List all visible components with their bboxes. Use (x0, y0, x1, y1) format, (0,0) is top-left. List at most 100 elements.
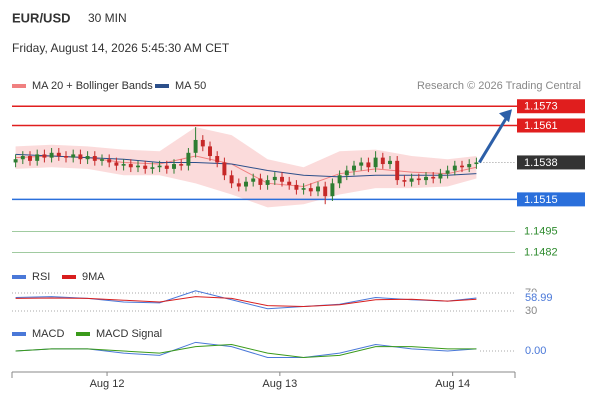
candle-body (136, 165, 140, 168)
legend-swatch (12, 275, 26, 279)
candle-body (431, 176, 436, 179)
candle-body (85, 156, 90, 160)
rsi-last-label: 58.99 (525, 292, 553, 304)
resistance-label: 1.1573 (524, 101, 558, 113)
candle-body (467, 164, 472, 168)
candle-body (359, 162, 364, 166)
x-tick-label: Aug 13 (262, 378, 297, 390)
candle-body (186, 152, 191, 166)
legend-swatch (12, 332, 26, 336)
candle-body (409, 178, 414, 182)
candle-body (222, 162, 227, 176)
candle-body (164, 165, 169, 169)
candle-body (114, 162, 119, 166)
candle-body (337, 175, 342, 184)
candle-body (193, 139, 198, 153)
legend-swatch (12, 84, 26, 88)
candle-body (344, 170, 349, 176)
candle-body (445, 170, 450, 174)
candle-body (215, 156, 220, 163)
candle-body (56, 152, 61, 157)
candle-body (121, 164, 126, 166)
legend-label: MA 50 (175, 80, 206, 92)
candle-body (287, 181, 292, 185)
candle-body (229, 175, 234, 184)
support-label: 1.1515 (524, 194, 558, 206)
candle-body (28, 156, 32, 161)
candle-body (402, 180, 407, 182)
candle-body (308, 188, 313, 192)
candle-body (92, 156, 97, 161)
candle-body (71, 154, 76, 158)
candle-body (424, 176, 428, 181)
candle-body (352, 165, 356, 171)
candle-body (294, 184, 299, 190)
legend-label: RSI (32, 271, 50, 283)
candle-body (416, 178, 421, 181)
candle-body (35, 154, 40, 161)
support-label-box (517, 192, 585, 207)
candle-body (157, 165, 162, 168)
indicator-line (15, 296, 477, 308)
resistance-label-box (517, 118, 585, 133)
legend-label: MA 20 + Bollinger Bands (32, 80, 153, 92)
legend-label: MACD Signal (96, 328, 162, 340)
legend-swatch (62, 275, 76, 279)
forecast-arrow (478, 114, 510, 164)
candle-body (172, 164, 176, 169)
forecast-arrow-head (499, 109, 512, 123)
candle-body (452, 165, 457, 171)
indicator-line (15, 343, 477, 359)
candle-body (20, 156, 25, 160)
legend-swatch (155, 84, 169, 88)
candle-body (258, 178, 263, 185)
rsi-label-box (520, 291, 556, 304)
bollinger-band (15, 127, 477, 208)
legend-label: MACD (32, 328, 64, 340)
legend-label: 9MA (82, 271, 105, 283)
candle-body (128, 164, 133, 168)
x-tick-label: Aug 14 (435, 378, 470, 390)
candle-body (380, 157, 385, 165)
x-tick-label: Aug 12 (90, 378, 125, 390)
candle-body (200, 139, 205, 147)
candle-body (49, 152, 54, 158)
timeframe: 30 MIN (88, 11, 127, 25)
candle-body (323, 186, 328, 197)
candle-body (208, 146, 212, 157)
candle-body (100, 159, 104, 161)
candle-body (316, 186, 320, 192)
y-tick-label: 0.00 (525, 345, 546, 357)
candle-body (373, 157, 378, 168)
y-tick-label: 30 (525, 305, 537, 317)
date: Friday, August 14, 2026 5:45:30 AM CET (12, 41, 230, 55)
candle-body (143, 165, 148, 169)
candle-body (366, 162, 371, 168)
legend-swatch (76, 332, 90, 336)
candle-body (150, 167, 155, 169)
candle-body (330, 183, 335, 197)
candle-body (301, 188, 306, 190)
candle-body (236, 183, 241, 187)
candle-body (388, 160, 392, 165)
target-label: 1.1482 (524, 246, 558, 258)
candle-body (179, 164, 184, 166)
candle-body (64, 156, 68, 158)
candle-body (272, 176, 277, 181)
current-label-box (517, 155, 585, 170)
candle-body (474, 162, 479, 165)
candle-body (438, 173, 443, 179)
resistance-label: 1.1561 (524, 120, 558, 132)
candle-body (280, 176, 284, 182)
candle-body (107, 159, 112, 163)
target-label: 1.1495 (524, 225, 558, 237)
candle-body (42, 154, 47, 158)
candle-body (251, 178, 256, 182)
candle-body (13, 159, 18, 163)
candle-body (460, 165, 464, 168)
candle-body (78, 154, 83, 160)
resistance-label-box (517, 99, 585, 114)
source: Research © 2026 Trading Central (417, 80, 581, 92)
indicator-line (15, 341, 477, 358)
